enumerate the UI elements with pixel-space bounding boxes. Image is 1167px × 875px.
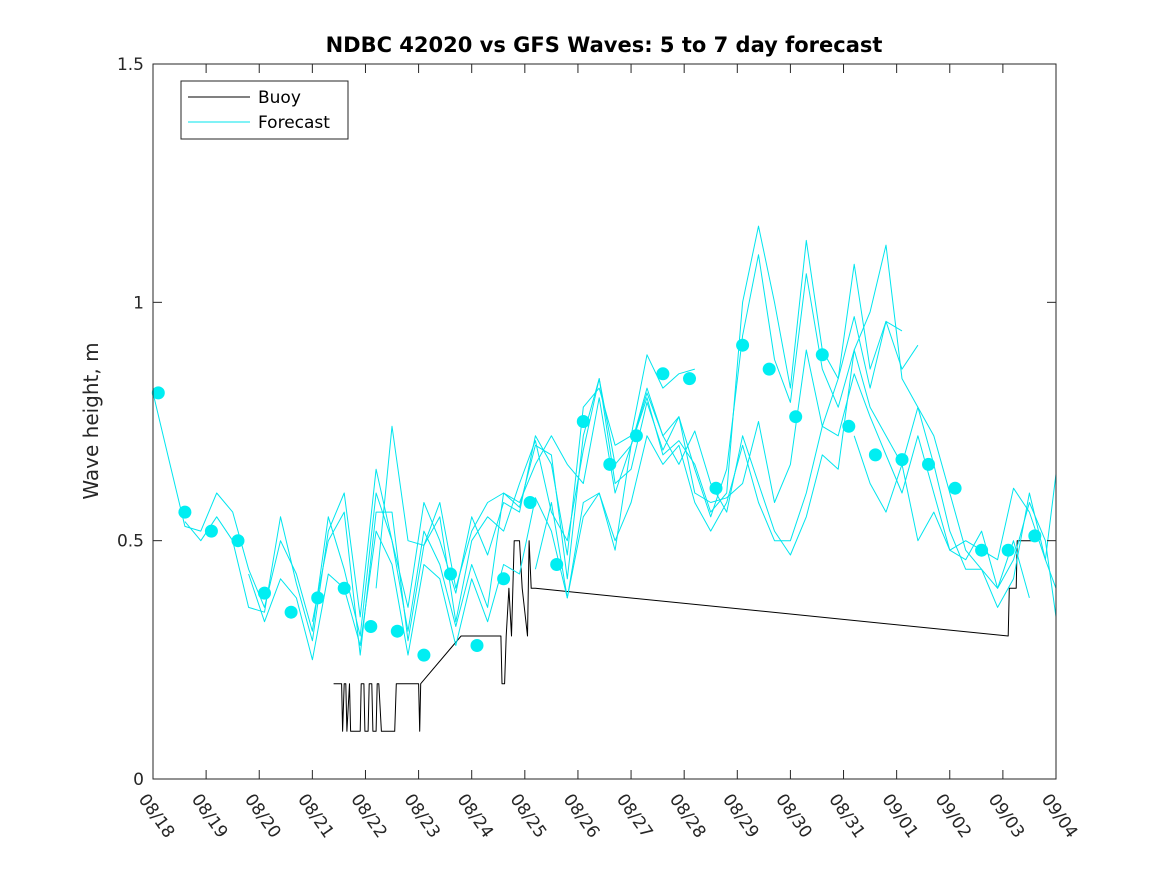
forecast-marker-23 xyxy=(762,362,776,376)
y-tick-label-2: 1 xyxy=(133,293,144,313)
forecast-marker-21 xyxy=(709,481,723,495)
plot-area xyxy=(153,64,1056,779)
forecast-marker-31 xyxy=(975,543,989,557)
legend: Buoy Forecast xyxy=(180,80,349,140)
forecast-marker-33 xyxy=(1028,529,1042,543)
forecast-marker-3 xyxy=(231,534,245,548)
series-line-forecast-7 xyxy=(853,435,1057,561)
forecast-marker-29 xyxy=(922,457,935,471)
forecast-marker-5 xyxy=(284,605,298,619)
chart-title: NDBC 42020 vs GFS Waves: 5 to 7 day fore… xyxy=(326,33,883,57)
forecast-marker-1 xyxy=(178,505,192,519)
forecast-marker-13 xyxy=(497,572,511,586)
series-line-forecast-3 xyxy=(248,316,919,661)
y-tick-label-1: 0.5 xyxy=(117,532,144,552)
series-layer xyxy=(152,225,1057,732)
y-tick-label-0: 0 xyxy=(133,770,144,790)
forecast-marker-22 xyxy=(736,338,750,352)
forecast-marker-24 xyxy=(789,410,803,424)
series-line-buoy xyxy=(333,540,1035,732)
forecast-marker-32 xyxy=(1001,543,1015,557)
forecast-marker-2 xyxy=(204,524,218,538)
forecast-marker-26 xyxy=(842,419,856,433)
forecast-marker-15 xyxy=(550,558,564,571)
forecast-marker-0 xyxy=(151,386,165,400)
forecast-marker-4 xyxy=(258,586,271,600)
forecast-marker-8 xyxy=(364,620,378,633)
forecast-marker-6 xyxy=(311,591,325,605)
legend-box xyxy=(180,80,349,140)
forecast-marker-7 xyxy=(337,581,351,595)
forecast-marker-17 xyxy=(603,457,617,471)
forecast-marker-30 xyxy=(948,481,962,495)
forecast-marker-19 xyxy=(656,367,670,381)
y-tick-label-3: 1.5 xyxy=(117,55,144,75)
forecast-marker-18 xyxy=(629,429,643,443)
forecast-marker-16 xyxy=(576,415,590,428)
forecast-marker-9 xyxy=(390,624,404,638)
forecast-marker-27 xyxy=(868,448,882,462)
forecast-marker-14 xyxy=(523,496,537,509)
forecast-marker-25 xyxy=(815,348,829,362)
legend-label-forecast: Forecast xyxy=(258,113,330,133)
forecast-marker-11 xyxy=(444,567,457,581)
axes-box xyxy=(152,63,1057,780)
legend-label-buoy: Buoy xyxy=(258,88,301,108)
forecast-marker-12 xyxy=(470,639,484,652)
series-line-forecast-5 xyxy=(375,349,1057,608)
forecast-marker-28 xyxy=(895,453,909,467)
marker-layer xyxy=(151,338,1042,662)
forecast-marker-10 xyxy=(417,648,431,662)
forecast-marker-20 xyxy=(683,372,696,386)
y-axis-label: Wave height, m xyxy=(79,342,103,499)
series-line-forecast-4 xyxy=(311,244,1030,656)
